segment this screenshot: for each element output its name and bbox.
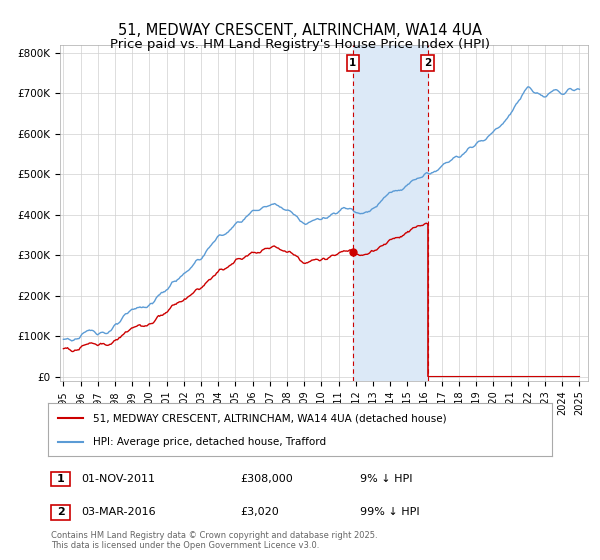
Text: 51, MEDWAY CRESCENT, ALTRINCHAM, WA14 4UA (detached house): 51, MEDWAY CRESCENT, ALTRINCHAM, WA14 4U…: [94, 413, 447, 423]
Text: 1: 1: [57, 474, 64, 484]
Text: 03-MAR-2016: 03-MAR-2016: [81, 507, 155, 517]
Bar: [353, 45, 428, 381]
Text: Contains HM Land Registry data © Crown copyright and database right 2025.
This d: Contains HM Land Registry data © Crown c…: [51, 531, 377, 550]
Text: 2: 2: [424, 58, 431, 68]
Text: 9% ↓ HPI: 9% ↓ HPI: [360, 474, 413, 484]
Text: £308,000: £308,000: [240, 474, 293, 484]
Text: Price paid vs. HM Land Registry's House Price Index (HPI): Price paid vs. HM Land Registry's House …: [110, 38, 490, 52]
Text: 2: 2: [57, 507, 64, 517]
Text: HPI: Average price, detached house, Trafford: HPI: Average price, detached house, Traf…: [94, 436, 326, 446]
Text: 51, MEDWAY CRESCENT, ALTRINCHAM, WA14 4UA: 51, MEDWAY CRESCENT, ALTRINCHAM, WA14 4U…: [118, 24, 482, 38]
Text: 1: 1: [349, 58, 356, 68]
Text: 99% ↓ HPI: 99% ↓ HPI: [360, 507, 419, 517]
Text: 01-NOV-2011: 01-NOV-2011: [81, 474, 155, 484]
Text: £3,020: £3,020: [240, 507, 279, 517]
